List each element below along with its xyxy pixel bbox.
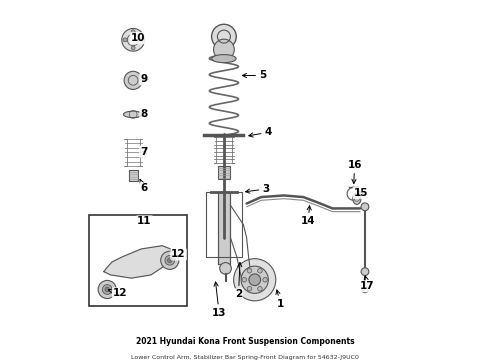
Circle shape <box>247 287 252 291</box>
Circle shape <box>263 278 268 282</box>
Circle shape <box>124 71 142 89</box>
Circle shape <box>214 39 234 60</box>
Text: 8: 8 <box>139 109 147 120</box>
Circle shape <box>361 203 369 211</box>
Text: Lower Control Arm, Stabilizer Bar Spring-Front Diagram for 54632-J9UC0: Lower Control Arm, Stabilizer Bar Spring… <box>131 355 359 360</box>
Text: 5: 5 <box>243 71 267 81</box>
Circle shape <box>102 285 112 294</box>
Circle shape <box>168 258 172 262</box>
Circle shape <box>161 251 179 269</box>
Circle shape <box>131 30 135 34</box>
Circle shape <box>247 269 252 273</box>
Text: 13: 13 <box>212 282 226 318</box>
Ellipse shape <box>353 193 361 204</box>
Circle shape <box>98 280 116 298</box>
FancyBboxPatch shape <box>89 215 187 306</box>
Circle shape <box>258 269 262 273</box>
Text: 12: 12 <box>108 288 127 298</box>
Circle shape <box>220 262 231 274</box>
Text: 2: 2 <box>235 262 242 300</box>
Text: 17: 17 <box>360 276 375 291</box>
Circle shape <box>242 278 246 282</box>
Text: 11: 11 <box>137 216 152 226</box>
Circle shape <box>249 274 261 285</box>
Polygon shape <box>104 246 172 278</box>
Text: 16: 16 <box>347 159 362 184</box>
Text: 7: 7 <box>140 147 147 157</box>
Text: 15: 15 <box>354 188 368 198</box>
Circle shape <box>212 24 236 49</box>
Text: 6: 6 <box>140 179 147 193</box>
Text: 3: 3 <box>245 184 270 194</box>
Text: 9: 9 <box>140 75 148 84</box>
Text: 4: 4 <box>249 127 272 137</box>
Circle shape <box>105 287 109 292</box>
Text: 14: 14 <box>301 206 316 226</box>
Circle shape <box>131 46 135 50</box>
Circle shape <box>165 256 174 265</box>
Circle shape <box>362 286 368 293</box>
Text: 1: 1 <box>276 290 284 309</box>
Circle shape <box>122 28 145 51</box>
FancyBboxPatch shape <box>218 166 230 179</box>
Circle shape <box>361 268 369 275</box>
Text: 10: 10 <box>131 33 145 43</box>
Text: 12: 12 <box>170 249 186 260</box>
FancyBboxPatch shape <box>128 170 138 181</box>
Ellipse shape <box>123 111 143 118</box>
Circle shape <box>123 38 127 42</box>
FancyBboxPatch shape <box>218 192 230 264</box>
Ellipse shape <box>212 55 236 63</box>
Circle shape <box>241 266 269 293</box>
Circle shape <box>234 259 276 301</box>
Text: 2021 Hyundai Kona Front Suspension Components: 2021 Hyundai Kona Front Suspension Compo… <box>136 337 354 346</box>
Circle shape <box>139 38 143 42</box>
Circle shape <box>258 287 262 291</box>
